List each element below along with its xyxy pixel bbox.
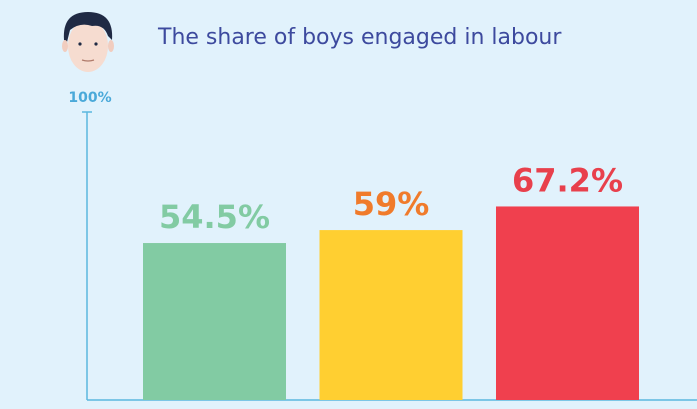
chart-title: The share of boys engaged in labour bbox=[157, 25, 562, 50]
boy-icon bbox=[62, 12, 114, 72]
value-label: 67.2% bbox=[512, 161, 623, 199]
y-tick-label: 100% bbox=[68, 90, 111, 106]
value-label: 59% bbox=[353, 185, 430, 223]
value-label: 54.5% bbox=[159, 198, 270, 236]
bar bbox=[319, 230, 463, 400]
bar bbox=[496, 206, 639, 400]
bar bbox=[143, 243, 286, 400]
